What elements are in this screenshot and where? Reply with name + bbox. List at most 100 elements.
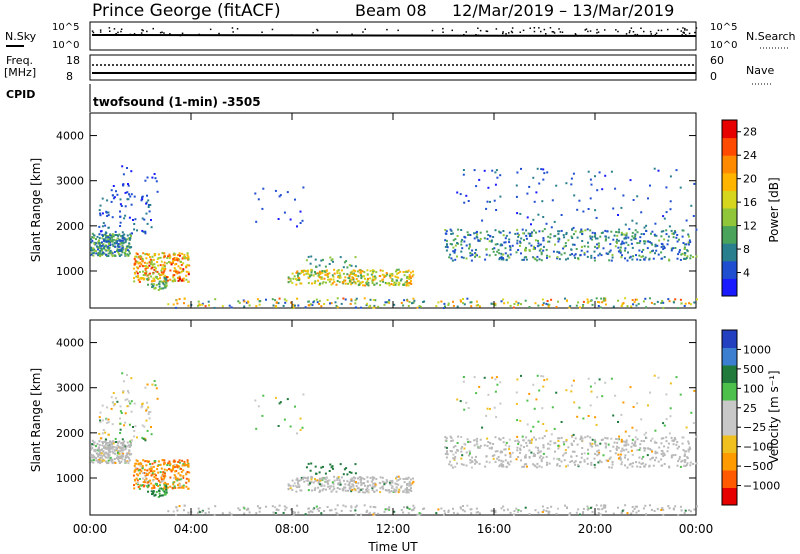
power-point (499, 231, 502, 234)
power-point (158, 285, 161, 288)
power-point (542, 302, 545, 305)
power-point (443, 302, 446, 305)
power-point (466, 231, 469, 234)
power-point (183, 253, 186, 256)
velocity-point (174, 475, 177, 478)
velocity-point (287, 483, 290, 486)
velocity-point (634, 442, 637, 445)
velocity-point (469, 461, 472, 464)
power-point (627, 236, 630, 239)
power-point (667, 298, 670, 301)
power-point (685, 219, 688, 222)
velocity-point (142, 477, 145, 480)
velocity-point (154, 460, 157, 463)
velocity-point (117, 452, 120, 455)
velocity-point (144, 386, 147, 389)
power-point (91, 232, 94, 235)
power-point (91, 240, 94, 242)
velocity-point (112, 442, 115, 445)
power-point (317, 279, 320, 282)
velocity-point (668, 432, 671, 435)
velocity-point (583, 460, 586, 463)
power-point (187, 271, 190, 274)
velocity-point (408, 482, 411, 485)
power-point (163, 255, 166, 258)
velocity-point (98, 440, 101, 443)
velocity-point (445, 446, 448, 449)
power-point (290, 301, 293, 304)
power-point (99, 244, 101, 247)
power-point (97, 248, 99, 251)
power-point (157, 253, 160, 256)
power-point (102, 251, 105, 254)
power-point (571, 253, 573, 256)
velocity-point (291, 479, 294, 482)
x-tick-label: 00:00 (73, 522, 108, 536)
power-point (596, 189, 599, 192)
nsearch-point (584, 29, 586, 31)
power-point (589, 197, 592, 200)
power-point (172, 258, 175, 260)
velocity-point (687, 442, 690, 445)
velocity-point (391, 485, 394, 488)
power-point (173, 253, 176, 256)
velocity-point (181, 459, 184, 462)
power-point (537, 239, 539, 242)
velocity-point (293, 482, 296, 485)
power-point (519, 242, 522, 244)
velocity-point (651, 437, 654, 440)
power-point (617, 246, 620, 249)
velocity-point (410, 490, 413, 492)
power-point (172, 259, 175, 262)
power-point (386, 273, 389, 276)
power-point (651, 250, 654, 253)
velocity-point (169, 463, 172, 466)
power-point (563, 236, 566, 239)
velocity-point (604, 510, 607, 513)
velocity-point (602, 506, 605, 509)
velocity-point (536, 466, 539, 469)
power-point (152, 272, 155, 275)
power-point (406, 276, 409, 279)
velocity-point (103, 459, 106, 462)
velocity-point (597, 453, 600, 456)
power-point (319, 272, 322, 275)
power-point (629, 179, 632, 182)
power-point (343, 261, 346, 264)
power-point (371, 282, 374, 284)
velocity-point (375, 478, 378, 481)
velocity-point (676, 441, 679, 443)
velocity-point (173, 485, 176, 488)
power-point (689, 303, 692, 306)
power-point (373, 278, 376, 281)
y-tick-label: 1000 (56, 472, 84, 485)
velocity-point (99, 454, 102, 457)
power-point (92, 247, 94, 250)
power-point (460, 240, 463, 243)
velocity-point (475, 442, 478, 445)
velocity-point (318, 491, 321, 493)
velocity-point (557, 440, 560, 442)
power-point (675, 236, 678, 239)
velocity-point (388, 506, 391, 509)
velocity-point (154, 384, 157, 387)
power-point (620, 206, 623, 209)
velocity-point (125, 454, 128, 457)
velocity-point (604, 506, 607, 509)
power-point (612, 207, 615, 210)
power-point (525, 237, 528, 240)
power-point (95, 238, 97, 241)
velocity-point (660, 509, 663, 511)
velocity-point (344, 489, 347, 492)
power-point (381, 279, 384, 282)
velocity-point (557, 437, 560, 440)
power-point (621, 304, 624, 307)
velocity-point (609, 456, 612, 459)
velocity-point (570, 384, 573, 387)
velocity-point (113, 448, 116, 451)
velocity-point (687, 440, 690, 443)
velocity-point (640, 418, 643, 421)
velocity-point (516, 435, 519, 438)
power-point (369, 277, 372, 280)
power-point (320, 259, 323, 262)
